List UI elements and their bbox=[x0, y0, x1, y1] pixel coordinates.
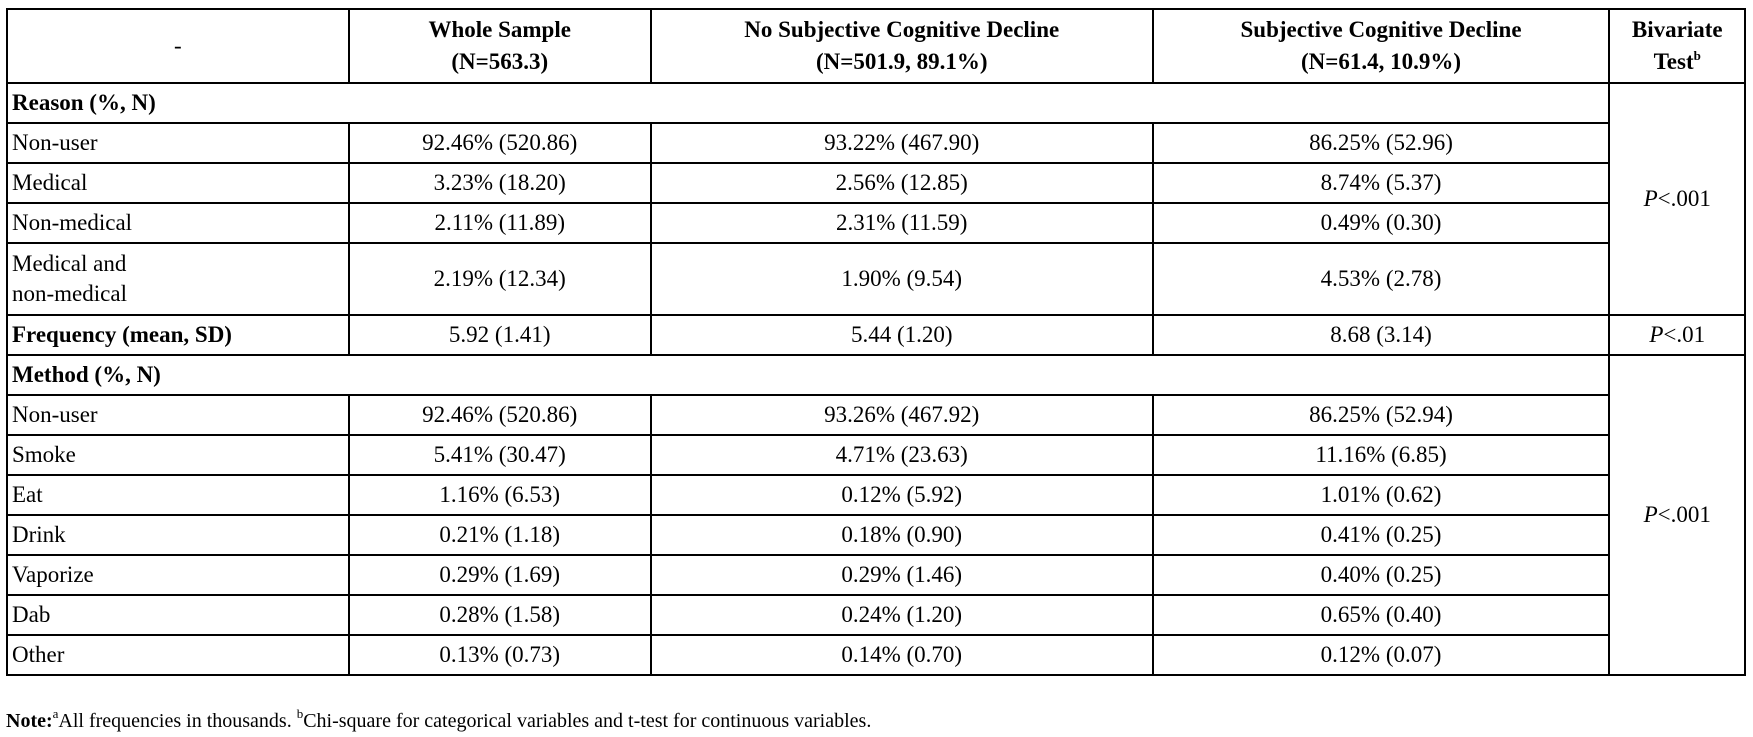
header-no-scd-n: (N=501.9, 89.1%) bbox=[815, 49, 988, 74]
cell-scd: 8.68 (3.14) bbox=[1151, 314, 1611, 356]
note-sup-b: b bbox=[296, 706, 304, 721]
reason-test-cell: P<.001 bbox=[1608, 82, 1746, 316]
cell-whole: 0.13% (0.73) bbox=[347, 634, 652, 676]
table-row: Medical and non-medical 2.19% (12.34) 1.… bbox=[6, 242, 1745, 316]
table-row: Dab 0.28% (1.58) 0.24% (1.20) 0.65% (0.4… bbox=[6, 594, 1745, 636]
section-reason-row: Reason (%, N) P<.001 bbox=[5, 82, 1746, 316]
section-method-row: Method (%, N) P<.001 bbox=[5, 354, 1746, 676]
row-label-frequency: Frequency (mean, SD) bbox=[6, 314, 350, 356]
table-row: Non-user 92.46% (520.86) 93.26% (467.92)… bbox=[6, 394, 1745, 436]
row-label: Smoke bbox=[6, 434, 350, 476]
cell-no-scd: 4.71% (23.63) bbox=[649, 434, 1154, 476]
header-blank: - bbox=[6, 8, 350, 84]
header-no-scd: No Subjective Cognitive Decline (N=501.9… bbox=[649, 8, 1154, 84]
header-no-scd-title: No Subjective Cognitive Decline bbox=[744, 17, 1060, 42]
cell-no-scd: 2.56% (12.85) bbox=[649, 162, 1154, 204]
header-scd-title: Subjective Cognitive Decline bbox=[1240, 17, 1522, 42]
data-table: - Whole Sample (N=563.3) No Subjective C… bbox=[5, 8, 1746, 676]
row-label: Non-user bbox=[6, 122, 350, 164]
cell-no-scd: 1.90% (9.54) bbox=[649, 242, 1154, 316]
row-label: Medical bbox=[6, 162, 350, 204]
row-label: Medical and non-medical bbox=[6, 242, 350, 316]
header-row: - Whole Sample (N=563.3) No Subjective C… bbox=[6, 8, 1746, 84]
cell-whole: 0.29% (1.69) bbox=[347, 554, 652, 596]
cell-scd: 0.41% (0.25) bbox=[1151, 514, 1611, 556]
cell-whole: 3.23% (18.20) bbox=[347, 162, 652, 204]
frequency-row: Frequency (mean, SD) 5.92 (1.41) 5.44 (1… bbox=[6, 314, 1746, 356]
row-label: Other bbox=[6, 634, 350, 676]
table-row: Other 0.13% (0.73) 0.14% (0.70) 0.12% (0… bbox=[6, 634, 1745, 676]
table-row: Eat 1.16% (6.53) 0.12% (5.92) 1.01% (0.6… bbox=[6, 474, 1745, 516]
cell-scd: 86.25% (52.96) bbox=[1151, 122, 1611, 164]
cell-whole: 5.92 (1.41) bbox=[347, 314, 652, 356]
table-row: Smoke 5.41% (30.47) 4.71% (23.63) 11.16%… bbox=[6, 434, 1745, 476]
table-footnote: Note:aAll frequencies in thousands. bChi… bbox=[6, 707, 872, 733]
header-test-line1: Bivariate bbox=[1631, 17, 1723, 42]
note-prefix: Note: bbox=[6, 710, 53, 732]
cell-no-scd: 0.18% (0.90) bbox=[649, 514, 1154, 556]
cell-scd: 0.40% (0.25) bbox=[1151, 554, 1611, 596]
cell-scd: 86.25% (52.94) bbox=[1151, 394, 1611, 436]
cell-whole: 2.11% (11.89) bbox=[347, 202, 652, 244]
header-whole-title: Whole Sample bbox=[428, 17, 571, 42]
method-test-cell: P<.001 bbox=[1608, 354, 1746, 676]
cell-no-scd: 0.14% (0.70) bbox=[649, 634, 1154, 676]
row-label: Non-user bbox=[6, 394, 350, 436]
section-title-reason: Reason (%, N) bbox=[5, 82, 1611, 124]
section-title-method: Method (%, N) bbox=[5, 354, 1611, 396]
cell-scd: 0.65% (0.40) bbox=[1151, 594, 1611, 636]
header-scd: Subjective Cognitive Decline (N=61.4, 10… bbox=[1151, 8, 1611, 84]
cell-whole: 0.28% (1.58) bbox=[347, 594, 652, 636]
cell-scd: 4.53% (2.78) bbox=[1151, 242, 1611, 316]
cell-whole: 2.19% (12.34) bbox=[347, 242, 652, 316]
frequency-test-cell: P<.01 bbox=[1608, 314, 1746, 356]
table-row: Medical 3.23% (18.20) 2.56% (12.85) 8.74… bbox=[6, 162, 1745, 204]
header-test-sup: b bbox=[1693, 48, 1701, 63]
header-whole-n: (N=563.3) bbox=[451, 49, 549, 74]
note-sup-a: a bbox=[52, 706, 59, 721]
cell-no-scd: 0.29% (1.46) bbox=[649, 554, 1154, 596]
cell-no-scd: 5.44 (1.20) bbox=[649, 314, 1154, 356]
cell-scd: 11.16% (6.85) bbox=[1151, 434, 1611, 476]
row-label: Non-medical bbox=[6, 202, 350, 244]
cell-whole: 5.41% (30.47) bbox=[347, 434, 652, 476]
cell-whole: 1.16% (6.53) bbox=[347, 474, 652, 516]
cell-no-scd: 93.22% (467.90) bbox=[649, 122, 1154, 164]
cell-scd: 8.74% (5.37) bbox=[1151, 162, 1611, 204]
cell-no-scd: 2.31% (11.59) bbox=[649, 202, 1154, 244]
row-label: Eat bbox=[6, 474, 350, 516]
cell-no-scd: 0.24% (1.20) bbox=[649, 594, 1154, 636]
cell-whole: 92.46% (520.86) bbox=[347, 122, 652, 164]
cell-no-scd: 93.26% (467.92) bbox=[649, 394, 1154, 436]
table-row: Non-user 92.46% (520.86) 93.22% (467.90)… bbox=[6, 122, 1745, 164]
table-row: Drink 0.21% (1.18) 0.18% (0.90) 0.41% (0… bbox=[6, 514, 1745, 556]
cell-no-scd: 0.12% (5.92) bbox=[649, 474, 1154, 516]
row-label: Dab bbox=[6, 594, 350, 636]
cell-scd: 1.01% (0.62) bbox=[1151, 474, 1611, 516]
header-bivariate-test: Bivariate Testb bbox=[1608, 8, 1746, 84]
cell-scd: 0.49% (0.30) bbox=[1151, 202, 1611, 244]
table-row: Non-medical 2.11% (11.89) 2.31% (11.59) … bbox=[6, 202, 1745, 244]
cell-whole: 92.46% (520.86) bbox=[347, 394, 652, 436]
header-whole-sample: Whole Sample (N=563.3) bbox=[347, 8, 652, 84]
header-scd-n: (N=61.4, 10.9%) bbox=[1301, 49, 1462, 74]
table-row: Vaporize 0.29% (1.69) 0.29% (1.46) 0.40%… bbox=[6, 554, 1745, 596]
cell-whole: 0.21% (1.18) bbox=[347, 514, 652, 556]
note-text-a: All frequencies in thousands. bbox=[58, 710, 297, 732]
row-label: Drink bbox=[6, 514, 350, 556]
cell-scd: 0.12% (0.07) bbox=[1151, 634, 1611, 676]
note-text-b: Chi-square for categorical variables and… bbox=[303, 710, 872, 732]
row-label: Vaporize bbox=[6, 554, 350, 596]
header-test-line2: Test bbox=[1653, 49, 1694, 74]
